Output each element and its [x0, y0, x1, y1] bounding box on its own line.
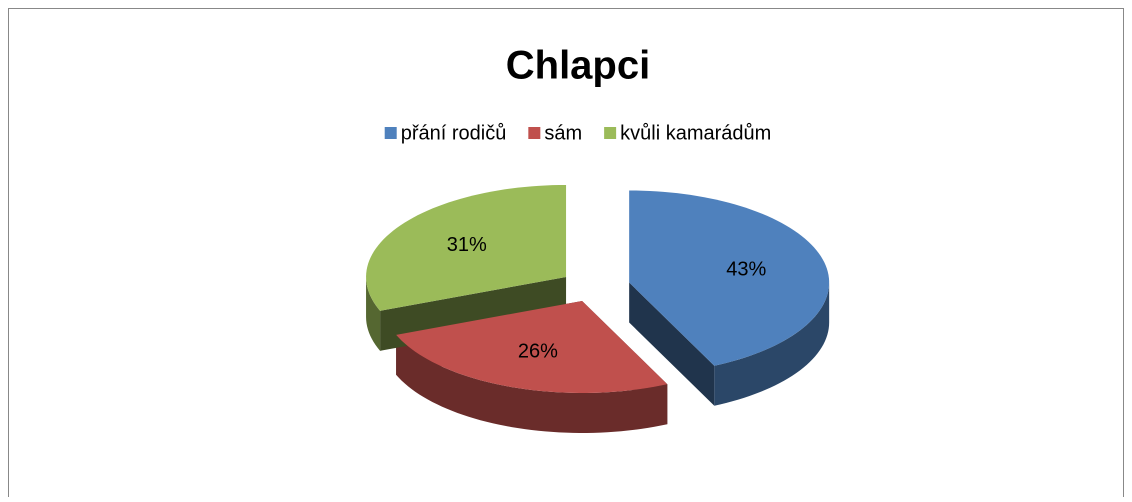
data-labels: 43% 26% 31%: [447, 234, 767, 362]
slice-outer-wall: [366, 276, 381, 351]
chart-title: Chlapci: [506, 44, 650, 88]
pie-slice: [396, 300, 668, 393]
data-label: 26%: [518, 341, 558, 363]
pie-slice: [366, 184, 567, 311]
legend: přání rodičů sám kvůli kamarádům: [384, 122, 771, 144]
pie-slice: [629, 190, 830, 366]
slice-outer-wall: [396, 334, 668, 433]
slice-outer-wall: [714, 282, 830, 406]
data-label: 31%: [447, 234, 487, 256]
legend-label: sám: [544, 122, 582, 144]
legend-label: kvůli kamarádům: [620, 122, 771, 144]
legend-label: přání rodičů: [401, 122, 507, 144]
legend-swatch: [384, 127, 397, 139]
legend-swatch: [528, 127, 541, 139]
slice-radial-wall: [629, 282, 715, 406]
pie-tops: [366, 184, 830, 393]
data-label: 43%: [726, 259, 766, 281]
legend-swatch: [604, 127, 617, 139]
